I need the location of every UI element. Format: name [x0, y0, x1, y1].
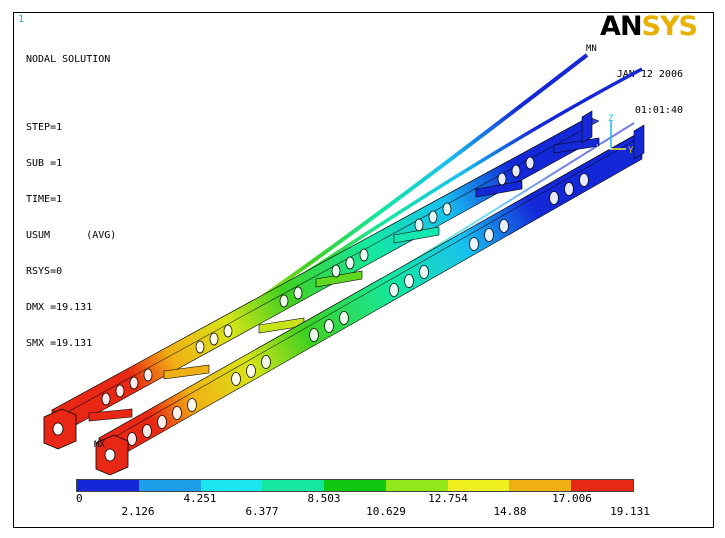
far-end — [581, 110, 645, 160]
legend-swatch — [571, 480, 634, 491]
info-line: SMX =19.131 — [26, 338, 93, 349]
info-line: TIME=1 — [26, 194, 63, 205]
legend-labels: 0 4.251 8.503 12.754 17.006 2.126 6.377 10.629 1… — [76, 492, 650, 522]
triad-z-label: Z — [608, 114, 614, 124]
legend-swatch — [385, 480, 448, 491]
info-line: STEP=1 — [26, 122, 63, 133]
legend-swatch — [262, 480, 325, 491]
legend-color-bar — [76, 479, 634, 492]
legend-label-top: 12.754 — [428, 492, 468, 505]
plot-date: JAN 12 2006 — [616, 69, 683, 80]
legend-swatch — [324, 480, 386, 491]
cross-members — [88, 137, 600, 422]
info-line: RSYS=0 — [26, 266, 63, 277]
info-line: DMX =19.131 — [26, 302, 93, 313]
plot-title: NODAL SOLUTION — [26, 54, 111, 65]
contour-legend: 0 4.251 8.503 12.754 17.006 2.126 6.377 10.629 1… — [76, 479, 650, 522]
plot-info: NODAL SOLUTION STEP=1 SUB =1 TIME=1 USUM… — [26, 30, 116, 374]
min-marker: MN — [586, 44, 597, 54]
legend-swatch — [447, 480, 510, 491]
legend-label-top: 8.503 — [307, 492, 341, 505]
timestamp: JAN 12 2006 01:01:40 — [617, 45, 683, 141]
legend-swatch — [200, 480, 263, 491]
legend-label-top: 4.251 — [183, 492, 217, 505]
window-number: 1 — [18, 14, 25, 25]
triad-y-label: Y — [628, 146, 634, 156]
legend-label-bottom: 6.377 — [245, 505, 279, 518]
legend-label-bottom: 2.126 — [121, 505, 155, 518]
info-line: SUB =1 — [26, 158, 63, 169]
rail-holes — [101, 156, 589, 446]
end-plates — [43, 408, 129, 476]
legend-label-bottom: 19.131 — [610, 505, 650, 518]
coordinate-triad: Z Y X — [596, 114, 634, 156]
legend-swatch — [509, 480, 572, 491]
fea-model-view[interactable]: MN MX Z Y X — [14, 13, 713, 527]
max-marker: MX — [94, 440, 105, 450]
legend-label-bottom: 14.88 — [493, 505, 527, 518]
ansys-logo: ANSYS — [600, 12, 698, 42]
plot-time: 01:01:40 — [634, 105, 683, 116]
legend-swatch — [138, 480, 201, 491]
legend-label-top: 0 — [76, 492, 83, 505]
legend-label-bottom: 10.629 — [366, 505, 406, 518]
info-line: USUM (AVG) — [26, 230, 117, 241]
triad-x-label: X — [596, 144, 602, 154]
legend-label-top: 17.006 — [552, 492, 592, 505]
graphics-window[interactable]: 1 NODAL SOLUTION STEP=1 SUB =1 TIME=1 US… — [13, 12, 714, 528]
legend-swatch — [77, 480, 139, 491]
